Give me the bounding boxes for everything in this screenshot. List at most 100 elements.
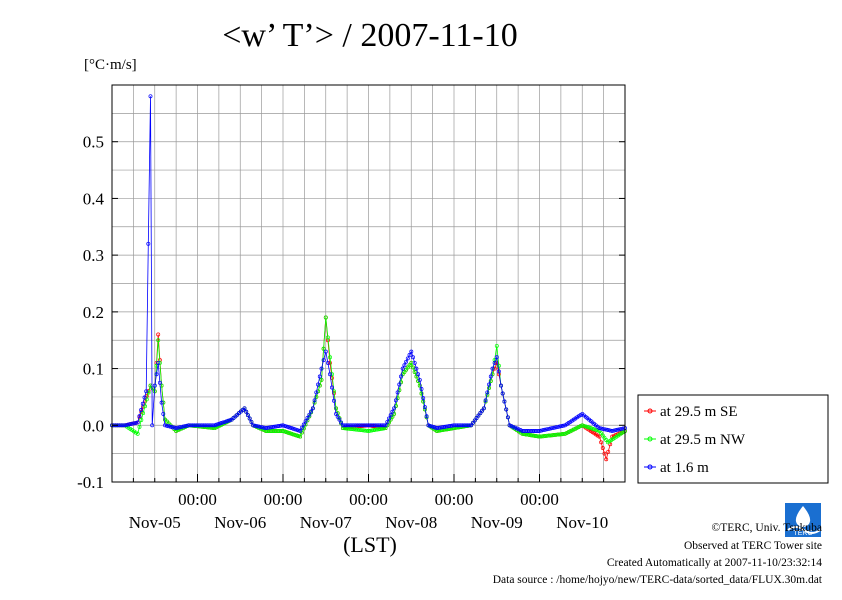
data-point xyxy=(580,423,585,428)
data-point xyxy=(287,431,292,436)
data-point xyxy=(323,315,328,320)
data-point xyxy=(319,377,324,382)
data-point xyxy=(478,411,483,416)
data-point xyxy=(179,424,184,429)
data-point xyxy=(426,423,431,428)
data-point xyxy=(282,423,287,428)
data-point xyxy=(559,424,564,429)
data-point xyxy=(606,449,611,454)
data-point xyxy=(301,426,306,431)
data-point xyxy=(247,416,252,421)
data-point xyxy=(146,241,151,246)
data-point xyxy=(163,423,167,428)
data-point xyxy=(557,432,562,437)
y-tick-label: 0.5 xyxy=(83,133,104,152)
data-point xyxy=(443,424,448,429)
terc-logo: TERC xyxy=(785,503,821,537)
data-point xyxy=(298,429,303,433)
data-point xyxy=(481,406,486,411)
data-point xyxy=(328,360,332,365)
data-point xyxy=(299,425,304,430)
logo-drop-icon xyxy=(795,506,811,527)
data-point xyxy=(606,428,611,433)
data-point xyxy=(527,432,532,437)
data-point xyxy=(552,433,557,437)
data-point xyxy=(142,395,147,400)
data-point xyxy=(289,431,294,436)
data-point xyxy=(412,370,417,374)
data-point xyxy=(126,422,131,427)
data-point xyxy=(590,426,595,431)
data-point xyxy=(144,397,149,402)
data-point xyxy=(190,423,195,428)
data-point xyxy=(289,426,294,431)
data-point xyxy=(319,366,324,371)
data-point xyxy=(404,359,409,364)
x-tick-time-label: 00:00 xyxy=(435,490,474,509)
data-point xyxy=(130,421,135,426)
data-point xyxy=(424,414,429,419)
y-tick-label: 0.0 xyxy=(83,416,104,435)
data-point xyxy=(615,427,620,432)
data-point xyxy=(224,419,229,424)
data-point xyxy=(208,425,213,430)
data-point xyxy=(419,387,424,391)
data-point xyxy=(504,407,509,412)
data-point xyxy=(194,423,199,428)
data-point xyxy=(353,423,358,428)
data-point xyxy=(201,423,206,428)
data-point xyxy=(339,420,344,425)
data-point xyxy=(470,420,475,425)
data-point xyxy=(321,346,326,351)
data-point xyxy=(411,365,415,370)
data-point xyxy=(539,434,544,439)
data-point xyxy=(156,360,161,365)
data-point xyxy=(139,418,144,422)
chart-title: <w’ T’> / 2007-11-10 xyxy=(222,17,518,54)
data-point xyxy=(272,424,277,429)
legend-item: at 29.5 m SE xyxy=(644,404,738,420)
data-point xyxy=(340,423,345,428)
data-point xyxy=(296,434,301,439)
data-point xyxy=(291,426,296,431)
data-point xyxy=(150,386,155,391)
data-point xyxy=(132,421,136,426)
data-point xyxy=(221,420,226,425)
data-point xyxy=(399,374,403,379)
data-point xyxy=(137,424,142,429)
series-layer xyxy=(110,94,627,462)
data-point xyxy=(128,422,133,427)
data-point xyxy=(348,423,353,428)
data-point xyxy=(121,423,125,428)
x-axis-label: (LST) xyxy=(343,532,397,557)
data-point xyxy=(251,423,256,428)
data-point xyxy=(359,428,364,433)
data-point xyxy=(141,411,146,416)
data-point xyxy=(353,427,358,432)
data-point xyxy=(548,433,553,438)
data-point xyxy=(244,409,249,414)
x-tick-time-label: 00:00 xyxy=(264,490,303,509)
data-point xyxy=(293,427,297,432)
data-point xyxy=(217,421,222,426)
grid xyxy=(112,84,625,483)
legend-label: at 29.5 m SE xyxy=(660,404,738,420)
data-point xyxy=(541,434,546,439)
data-point xyxy=(294,433,299,438)
data-point xyxy=(325,360,330,365)
data-point xyxy=(186,423,191,428)
data-point xyxy=(617,427,622,432)
data-point xyxy=(516,427,521,432)
y-tick-label: 0.1 xyxy=(83,360,104,379)
data-point xyxy=(122,423,127,428)
data-point xyxy=(286,425,291,429)
x-tick-date-label: Nov-09 xyxy=(471,513,523,532)
data-point xyxy=(310,406,315,411)
data-point xyxy=(270,425,275,429)
data-point xyxy=(139,408,144,412)
data-point xyxy=(544,427,549,432)
data-point xyxy=(483,398,488,403)
data-point xyxy=(487,382,492,387)
data-point xyxy=(599,426,604,431)
data-point xyxy=(405,356,410,361)
